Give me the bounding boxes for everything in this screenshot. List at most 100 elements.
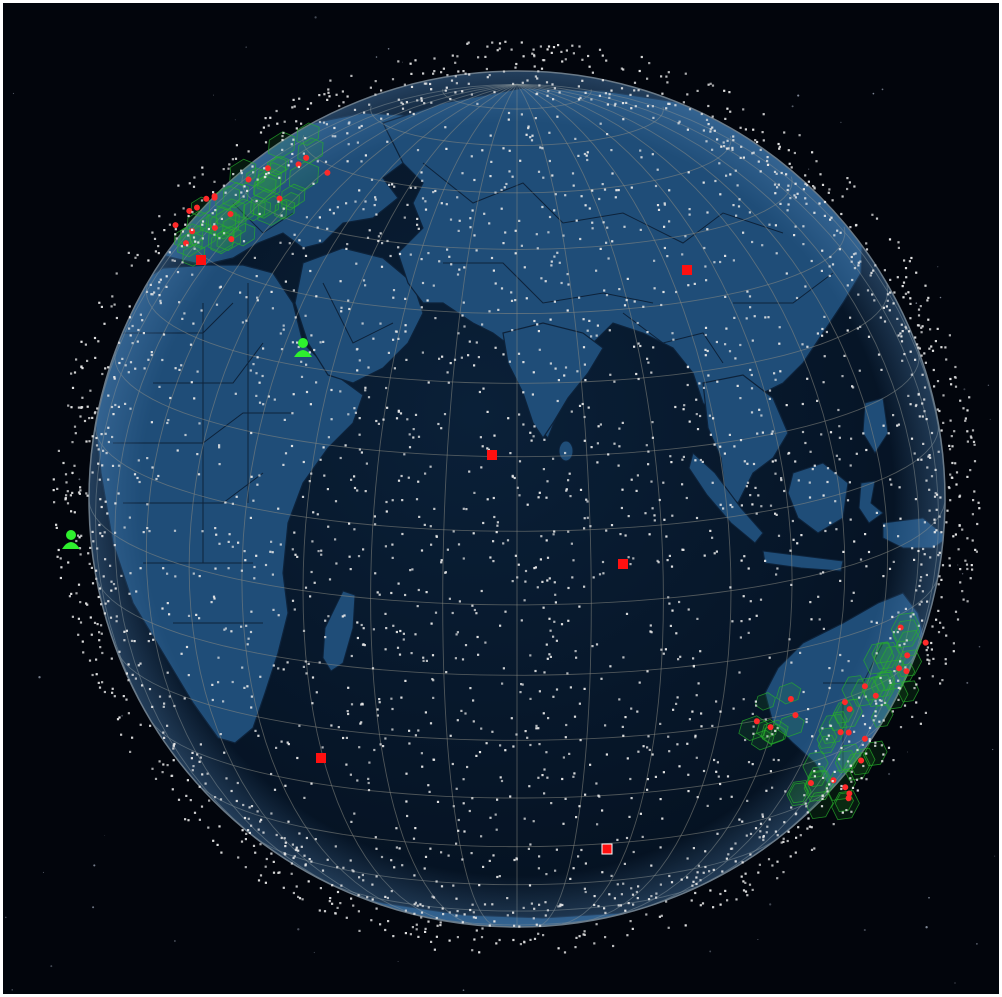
satellite <box>101 651 104 655</box>
map-viewport[interactable] <box>3 3 999 994</box>
satellite <box>830 216 833 219</box>
satellite <box>401 532 404 536</box>
satellite <box>420 911 424 914</box>
satellite <box>181 230 184 233</box>
satellite <box>228 533 231 536</box>
satellite <box>746 799 749 802</box>
satellite <box>628 815 631 818</box>
satellite <box>752 725 755 728</box>
satellite <box>937 631 941 634</box>
user-terminal-icon[interactable] <box>62 530 80 549</box>
satellite <box>938 515 941 518</box>
satellite <box>787 184 790 187</box>
satellite <box>183 697 186 700</box>
satellite <box>81 406 84 409</box>
satellite <box>548 159 551 163</box>
satellite <box>129 572 132 575</box>
satellite <box>405 800 408 803</box>
star <box>174 940 176 942</box>
satellite <box>304 137 307 140</box>
satellite <box>312 182 315 185</box>
satellite <box>234 392 237 395</box>
satellite <box>756 432 759 435</box>
satellite <box>871 213 874 216</box>
satellite <box>287 820 290 823</box>
satellite <box>158 281 161 284</box>
satellite <box>954 610 958 613</box>
satellite <box>191 769 194 772</box>
satellite <box>212 191 215 194</box>
satellite <box>330 724 333 727</box>
satellite <box>70 406 73 409</box>
ground-station-marker[interactable] <box>618 559 628 569</box>
satellite <box>420 306 423 309</box>
ground-station-marker[interactable] <box>316 753 326 763</box>
star <box>12 92 15 95</box>
coverage-cell <box>804 769 831 798</box>
satellite <box>584 91 587 94</box>
ground-stations[interactable] <box>196 255 692 855</box>
satellite <box>584 793 587 796</box>
star <box>245 46 247 48</box>
ground-station-marker[interactable] <box>487 450 497 460</box>
satellite <box>511 474 514 477</box>
satellite <box>326 227 329 230</box>
satellite <box>468 809 471 813</box>
satellite <box>142 332 145 335</box>
satellite <box>201 166 204 169</box>
satellite <box>340 306 343 309</box>
satellite <box>79 486 82 489</box>
satellite <box>601 183 604 186</box>
satellite <box>971 539 974 542</box>
satellite <box>856 748 859 752</box>
star <box>38 676 41 679</box>
satellite <box>539 146 542 149</box>
user-terminal-icon[interactable] <box>294 338 312 357</box>
satellite <box>280 740 283 743</box>
satellite <box>280 836 283 840</box>
satellite <box>837 408 840 412</box>
satellite <box>241 321 244 324</box>
satellite <box>470 93 473 96</box>
satellite <box>455 82 458 85</box>
satellite <box>783 489 786 493</box>
satellite <box>159 278 162 281</box>
satellite <box>473 364 476 367</box>
satellite <box>424 711 427 714</box>
satellite <box>214 527 217 530</box>
satellite <box>183 312 186 315</box>
satellite <box>466 765 469 769</box>
satellite <box>495 942 498 945</box>
satellite <box>838 758 841 761</box>
satellite <box>786 209 789 212</box>
satellite <box>636 897 639 900</box>
satellite <box>198 760 201 763</box>
satellite <box>727 147 730 150</box>
satellite <box>904 292 907 295</box>
satellite <box>59 576 62 580</box>
ground-station-marker[interactable] <box>601 843 613 855</box>
satellite <box>904 325 907 328</box>
coverage-cell <box>828 711 848 732</box>
satellite <box>804 182 807 185</box>
ground-station-marker[interactable] <box>196 255 206 265</box>
satellite <box>176 271 180 274</box>
satellite <box>504 749 507 752</box>
satellite <box>298 832 301 835</box>
satellite <box>420 99 423 102</box>
satellite <box>790 166 793 169</box>
satellite <box>374 572 377 575</box>
satellite <box>802 188 805 191</box>
satellite <box>540 67 544 70</box>
satellite <box>797 479 800 482</box>
satellite <box>471 903 474 906</box>
satellite <box>841 811 844 814</box>
ground-station-marker[interactable] <box>682 265 692 275</box>
satellite <box>298 897 302 900</box>
user-terminals[interactable] <box>62 338 312 549</box>
satellite <box>173 259 176 262</box>
satellite <box>495 531 498 534</box>
satellite <box>442 913 445 916</box>
globe-scene[interactable] <box>3 3 999 994</box>
satellite <box>810 259 813 263</box>
